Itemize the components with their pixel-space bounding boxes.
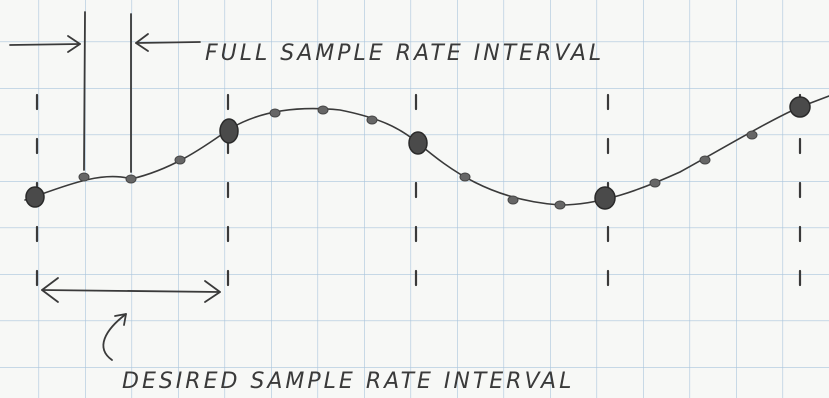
desired-interval-label: DESIRED SAMPLE RATE INTERVAL: [122, 369, 574, 394]
full-interval-label: FULL SAMPLE RATE INTERVAL: [205, 41, 604, 66]
sketch: FULL SAMPLE RATE INTERVAL DESIRED SAMPLE…: [0, 0, 829, 398]
